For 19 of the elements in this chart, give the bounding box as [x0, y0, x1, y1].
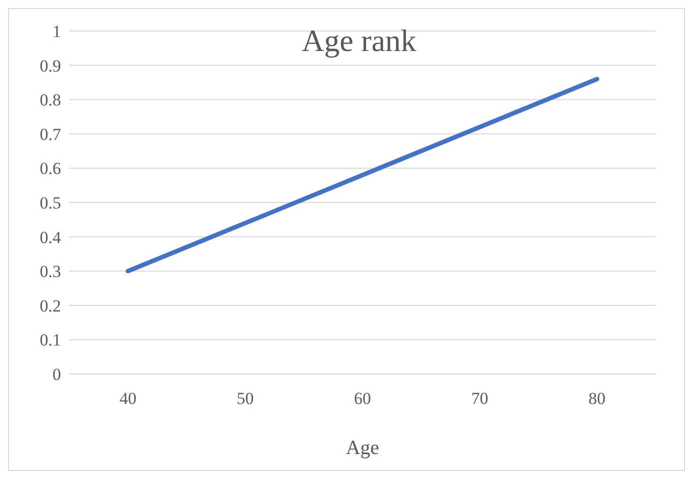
- y-tick-label: 0.3: [40, 262, 61, 282]
- y-tick-label: 0.6: [40, 159, 61, 178]
- x-tick-label: 50: [236, 389, 254, 408]
- y-tick-label: 0: [52, 365, 61, 384]
- y-tick-label: 0.8: [40, 90, 61, 110]
- y-tick-label: 1: [52, 22, 61, 42]
- y-tick-label: 0.4: [40, 228, 62, 247]
- y-tick-label: 0.5: [40, 194, 61, 213]
- y-tick-label: 0.9: [40, 56, 61, 76]
- x-tick-label: 70: [471, 389, 488, 408]
- x-axis-title: Age: [346, 437, 380, 459]
- chart-title: Age rank: [302, 23, 416, 58]
- y-tick-label: 0.1: [40, 330, 61, 350]
- line-series: [126, 76, 600, 274]
- y-tick-label: 0.2: [40, 296, 61, 316]
- y-tick-label: 0.7: [40, 124, 62, 144]
- x-tick-label: 60: [354, 389, 371, 408]
- x-tick-label: 40: [120, 389, 136, 408]
- x-tick-label: 80: [588, 389, 606, 408]
